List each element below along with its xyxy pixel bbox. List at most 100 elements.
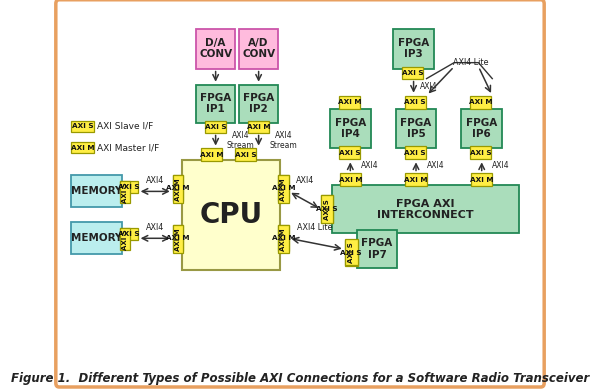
Text: FPGA
IP5: FPGA IP5 <box>400 118 431 139</box>
Bar <box>173 176 183 201</box>
Bar <box>470 96 491 108</box>
Bar <box>71 176 122 207</box>
Text: D/A
CONV: D/A CONV <box>199 38 232 60</box>
Text: AXI M: AXI M <box>272 235 295 241</box>
Text: AXI M: AXI M <box>166 185 190 191</box>
Bar <box>182 160 280 270</box>
Text: AXI4: AXI4 <box>296 176 314 185</box>
Bar <box>339 96 360 108</box>
Text: AXI S: AXI S <box>404 150 426 156</box>
Bar <box>278 176 289 201</box>
Text: AXI S: AXI S <box>470 150 492 156</box>
Text: AXI S: AXI S <box>316 206 338 213</box>
Text: AXI4: AXI4 <box>420 82 437 91</box>
Bar <box>173 225 183 253</box>
Text: AXI M: AXI M <box>175 228 181 251</box>
Text: AXI4: AXI4 <box>146 223 164 232</box>
Bar <box>461 108 502 149</box>
Bar <box>470 147 491 160</box>
Text: AXI4
Stream: AXI4 Stream <box>227 131 255 150</box>
Text: AXI M: AXI M <box>404 177 428 183</box>
Bar <box>120 181 138 193</box>
Bar <box>344 239 358 265</box>
Bar <box>339 147 360 160</box>
Bar <box>239 29 278 69</box>
Text: AXI S: AXI S <box>118 231 140 237</box>
Bar <box>120 181 130 203</box>
Bar <box>196 85 235 122</box>
Bar <box>321 195 333 223</box>
Bar <box>278 225 289 253</box>
Text: AXI M: AXI M <box>470 177 493 183</box>
Bar <box>173 225 183 251</box>
Text: AXI S: AXI S <box>235 152 256 158</box>
Text: AXI M: AXI M <box>272 185 295 191</box>
Text: AXI4 Lite: AXI4 Lite <box>297 223 332 232</box>
Bar <box>357 230 397 268</box>
Text: AXI4
Stream: AXI4 Stream <box>270 131 298 150</box>
Bar <box>471 174 492 186</box>
Text: AXI S: AXI S <box>402 70 424 76</box>
Text: FPGA
IP2: FPGA IP2 <box>243 93 274 114</box>
Text: AXI S: AXI S <box>348 242 354 262</box>
Text: AXI M: AXI M <box>200 152 223 158</box>
Text: FPGA AXI
INTERCONNECT: FPGA AXI INTERCONNECT <box>377 199 474 220</box>
Text: MEMORY: MEMORY <box>71 186 122 197</box>
Bar <box>330 108 371 149</box>
Text: AXI4 Lite: AXI4 Lite <box>452 58 488 67</box>
Text: CPU: CPU <box>199 201 263 229</box>
Text: AXI S: AXI S <box>324 199 330 220</box>
Bar <box>340 174 361 186</box>
Text: AXI S: AXI S <box>205 124 226 129</box>
Bar <box>120 228 130 250</box>
Text: FPGA
IP7: FPGA IP7 <box>361 238 392 260</box>
Bar <box>321 195 333 223</box>
Text: AXI4: AXI4 <box>427 161 444 170</box>
Bar <box>332 185 519 233</box>
Bar <box>248 121 269 133</box>
Text: AXI4: AXI4 <box>492 161 510 170</box>
Text: AXI S: AXI S <box>122 229 128 250</box>
Text: Figure 1.  Different Types of Possible AXI Connections for a Software Radio Tran: Figure 1. Different Types of Possible AX… <box>11 372 589 385</box>
Text: AXI M: AXI M <box>175 178 181 201</box>
Text: AXI M: AXI M <box>280 228 286 251</box>
Text: MEMORY: MEMORY <box>71 233 122 243</box>
Bar <box>71 142 94 154</box>
Text: AXI M: AXI M <box>338 177 362 183</box>
Text: AXI S: AXI S <box>404 99 426 105</box>
Text: AXI S: AXI S <box>72 123 94 129</box>
Text: AXI M: AXI M <box>166 235 190 241</box>
Text: AXI S: AXI S <box>340 250 362 256</box>
Bar <box>71 121 94 131</box>
Bar <box>396 108 436 149</box>
Bar <box>404 147 426 160</box>
Text: AXI4: AXI4 <box>146 176 164 185</box>
Bar <box>239 85 278 122</box>
Bar <box>278 176 289 203</box>
Bar <box>71 222 122 254</box>
Bar <box>406 174 427 186</box>
Text: AXI M: AXI M <box>469 99 493 105</box>
Text: AXI S: AXI S <box>122 182 128 203</box>
Text: AXI M: AXI M <box>71 145 94 151</box>
Bar <box>393 29 434 69</box>
Bar <box>404 96 426 108</box>
Text: AXI S: AXI S <box>118 184 140 190</box>
Bar <box>196 29 235 69</box>
Text: AXI M: AXI M <box>280 178 286 201</box>
Text: AXI M: AXI M <box>247 124 271 129</box>
Bar <box>173 176 183 203</box>
Bar <box>201 149 222 161</box>
Text: FPGA
IP1: FPGA IP1 <box>200 93 231 114</box>
Text: AXI Slave I/F: AXI Slave I/F <box>97 122 154 131</box>
FancyBboxPatch shape <box>56 0 544 387</box>
Text: FPGA
IP6: FPGA IP6 <box>466 118 497 139</box>
Bar <box>235 149 256 161</box>
Text: AXI4: AXI4 <box>361 161 379 170</box>
Text: FPGA
IP3: FPGA IP3 <box>398 38 429 60</box>
Text: AXI Master I/F: AXI Master I/F <box>97 144 160 152</box>
Bar <box>402 67 424 79</box>
Bar <box>205 121 226 133</box>
Bar <box>344 240 358 266</box>
Bar <box>278 225 289 251</box>
